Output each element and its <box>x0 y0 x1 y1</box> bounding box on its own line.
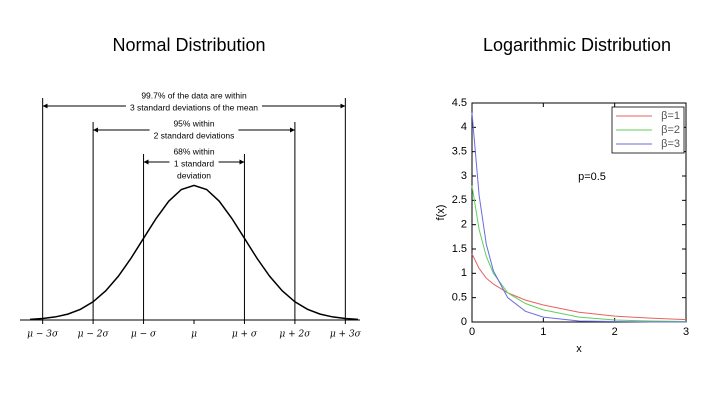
y-tick-label: 4 <box>461 121 467 133</box>
x-tick-label: μ <box>191 330 197 340</box>
line-series <box>471 253 687 321</box>
y-tick-label: 0.5 <box>452 292 467 304</box>
y-tick-label: 2.5 <box>452 194 467 206</box>
annotation: 68% within <box>173 146 214 156</box>
x-tick-label: 1 <box>540 326 546 338</box>
y-tick-label: 0 <box>461 316 467 328</box>
curve <box>29 184 359 321</box>
x-tick-label: μ + 3σ <box>330 330 362 340</box>
y-axis-label: f(x) <box>435 205 447 221</box>
x-tick-label: 0 <box>469 326 475 338</box>
x-tick-label: 3 <box>683 326 689 338</box>
annotation: 99.7% of the data are within <box>141 90 247 100</box>
y-tick-label: 3.5 <box>452 146 467 158</box>
line-series <box>471 112 686 323</box>
legend-label: β=1 <box>661 110 680 122</box>
x-tick-label: μ + 2σ <box>279 330 311 340</box>
chart-title: Logarithmic Distribution <box>483 35 671 55</box>
annotation: deviation <box>177 170 211 180</box>
y-tick-label: 1 <box>461 267 467 279</box>
annotation: 2 standard deviations <box>154 130 235 140</box>
x-tick-label: μ + σ <box>232 330 258 340</box>
x-tick-label: μ − 3σ <box>27 330 59 340</box>
y-tick-label: 3 <box>461 170 467 182</box>
chart-title: Normal Distribution <box>112 35 265 55</box>
legend-label: β=2 <box>661 124 680 136</box>
x-tick-label: 2 <box>612 326 618 338</box>
x-tick-label: μ − 2σ <box>78 330 110 340</box>
annotation: 1 standard <box>174 158 214 168</box>
line-series <box>471 185 687 323</box>
annotation: 95% within <box>173 118 214 128</box>
legend-label: β=3 <box>661 138 680 150</box>
x-axis-label: x <box>576 343 582 355</box>
y-tick-label: 4.5 <box>452 97 467 109</box>
y-tick-label: 2 <box>461 219 467 231</box>
annotation: p=0.5 <box>578 171 606 183</box>
y-tick-label: 1.5 <box>452 243 467 255</box>
x-tick-label: μ − σ <box>131 330 157 340</box>
annotation: 3 standard deviations of the mean <box>130 102 258 112</box>
